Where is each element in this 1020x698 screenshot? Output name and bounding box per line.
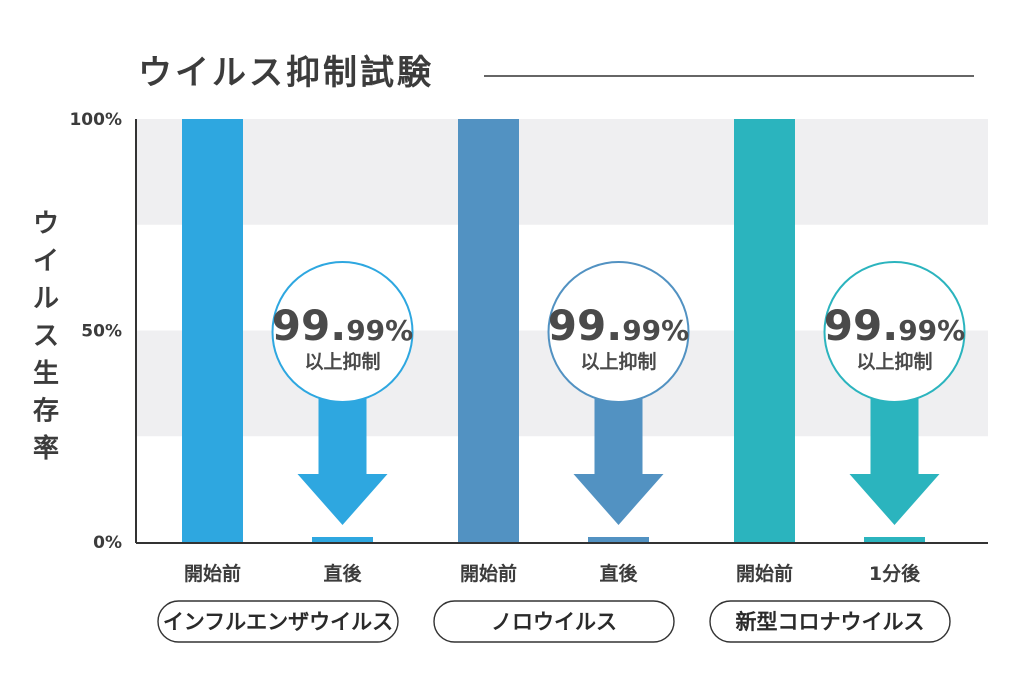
badge-percent-main: 99. [272, 301, 346, 350]
badge-circle [547, 261, 690, 403]
group-label-frame [157, 600, 399, 643]
category-label: 開始前 [460, 562, 517, 585]
badge-percent-main: 99. [548, 301, 622, 350]
badge-percent-decimal: 99% [898, 314, 965, 347]
down-arrow-icon [297, 395, 388, 525]
badge-percent: 99.99% [272, 301, 413, 350]
y-tick-label: 0% [93, 533, 122, 553]
category-labels: 開始前 直後 開始前 直後 開始前 1分後 [184, 562, 921, 585]
group-label: ノロウイルス [491, 610, 617, 634]
suppression-badge: 99.99%以上抑制 [823, 261, 966, 525]
badge-percent: 99.99% [548, 301, 689, 350]
y-axis-title-char: ル [33, 284, 59, 314]
y-axis-ticks: 0% 50% 100% [69, 110, 122, 553]
group-labels: インフルエンザウイルス ノロウイルス 新型コロナウイルス [157, 600, 951, 643]
badge-text: 以上抑制 [856, 350, 932, 373]
down-arrow-icon [849, 395, 940, 525]
category-label: 直後 [599, 562, 638, 585]
group-label: インフルエンザウイルス [163, 610, 393, 634]
bar [182, 119, 243, 542]
badge-percent-decimal: 99% [622, 314, 689, 347]
badge-text: 以上抑制 [580, 350, 656, 373]
badge-circle [823, 261, 966, 403]
group-label-pill: ノロウイルス [433, 600, 675, 643]
y-axis-title-char: 生 [33, 359, 59, 389]
group-label-pill: 新型コロナウイルス [709, 600, 951, 643]
group-label-frame [709, 600, 951, 643]
bar [458, 119, 519, 542]
y-axis-title-char: 存 [33, 397, 59, 427]
group-label-frame [433, 600, 675, 643]
badge-circle [271, 261, 414, 403]
suppression-badge: 99.99%以上抑制 [547, 261, 690, 525]
category-label: 直後 [323, 562, 362, 585]
badge-text: 以上抑制 [304, 350, 380, 373]
y-axis-title-char: 率 [33, 433, 59, 464]
badge-percent-decimal: 99% [346, 314, 413, 347]
bar [312, 537, 373, 542]
bar [734, 119, 795, 542]
badge-percent: 99.99% [824, 301, 965, 350]
group-label: 新型コロナウイルス [736, 610, 925, 634]
group-label-pill: インフルエンザウイルス [157, 600, 399, 643]
suppression-badge: 99.99%以上抑制 [271, 261, 414, 525]
y-axis-title-char: イ [33, 247, 59, 277]
down-arrow-icon [573, 395, 664, 525]
bars [182, 119, 925, 542]
badge-percent-main: 99. [824, 301, 898, 350]
y-axis-title: ウイルス生存率 [33, 209, 59, 464]
y-axis-label: ウイルス生存率 [33, 209, 59, 464]
bar [588, 537, 649, 542]
axes [135, 119, 988, 544]
bar [864, 537, 925, 542]
y-tick-label: 100% [69, 110, 122, 130]
background-band [136, 119, 988, 225]
y-axis-title-char: ス [33, 322, 59, 352]
chart-title: ウイルス抑制試験 [138, 53, 434, 93]
category-label: 1分後 [869, 562, 921, 585]
category-label: 開始前 [184, 562, 241, 585]
y-tick-label: 50% [81, 322, 122, 342]
y-axis-title-char: ウ [33, 209, 59, 239]
category-label: 開始前 [736, 562, 793, 585]
